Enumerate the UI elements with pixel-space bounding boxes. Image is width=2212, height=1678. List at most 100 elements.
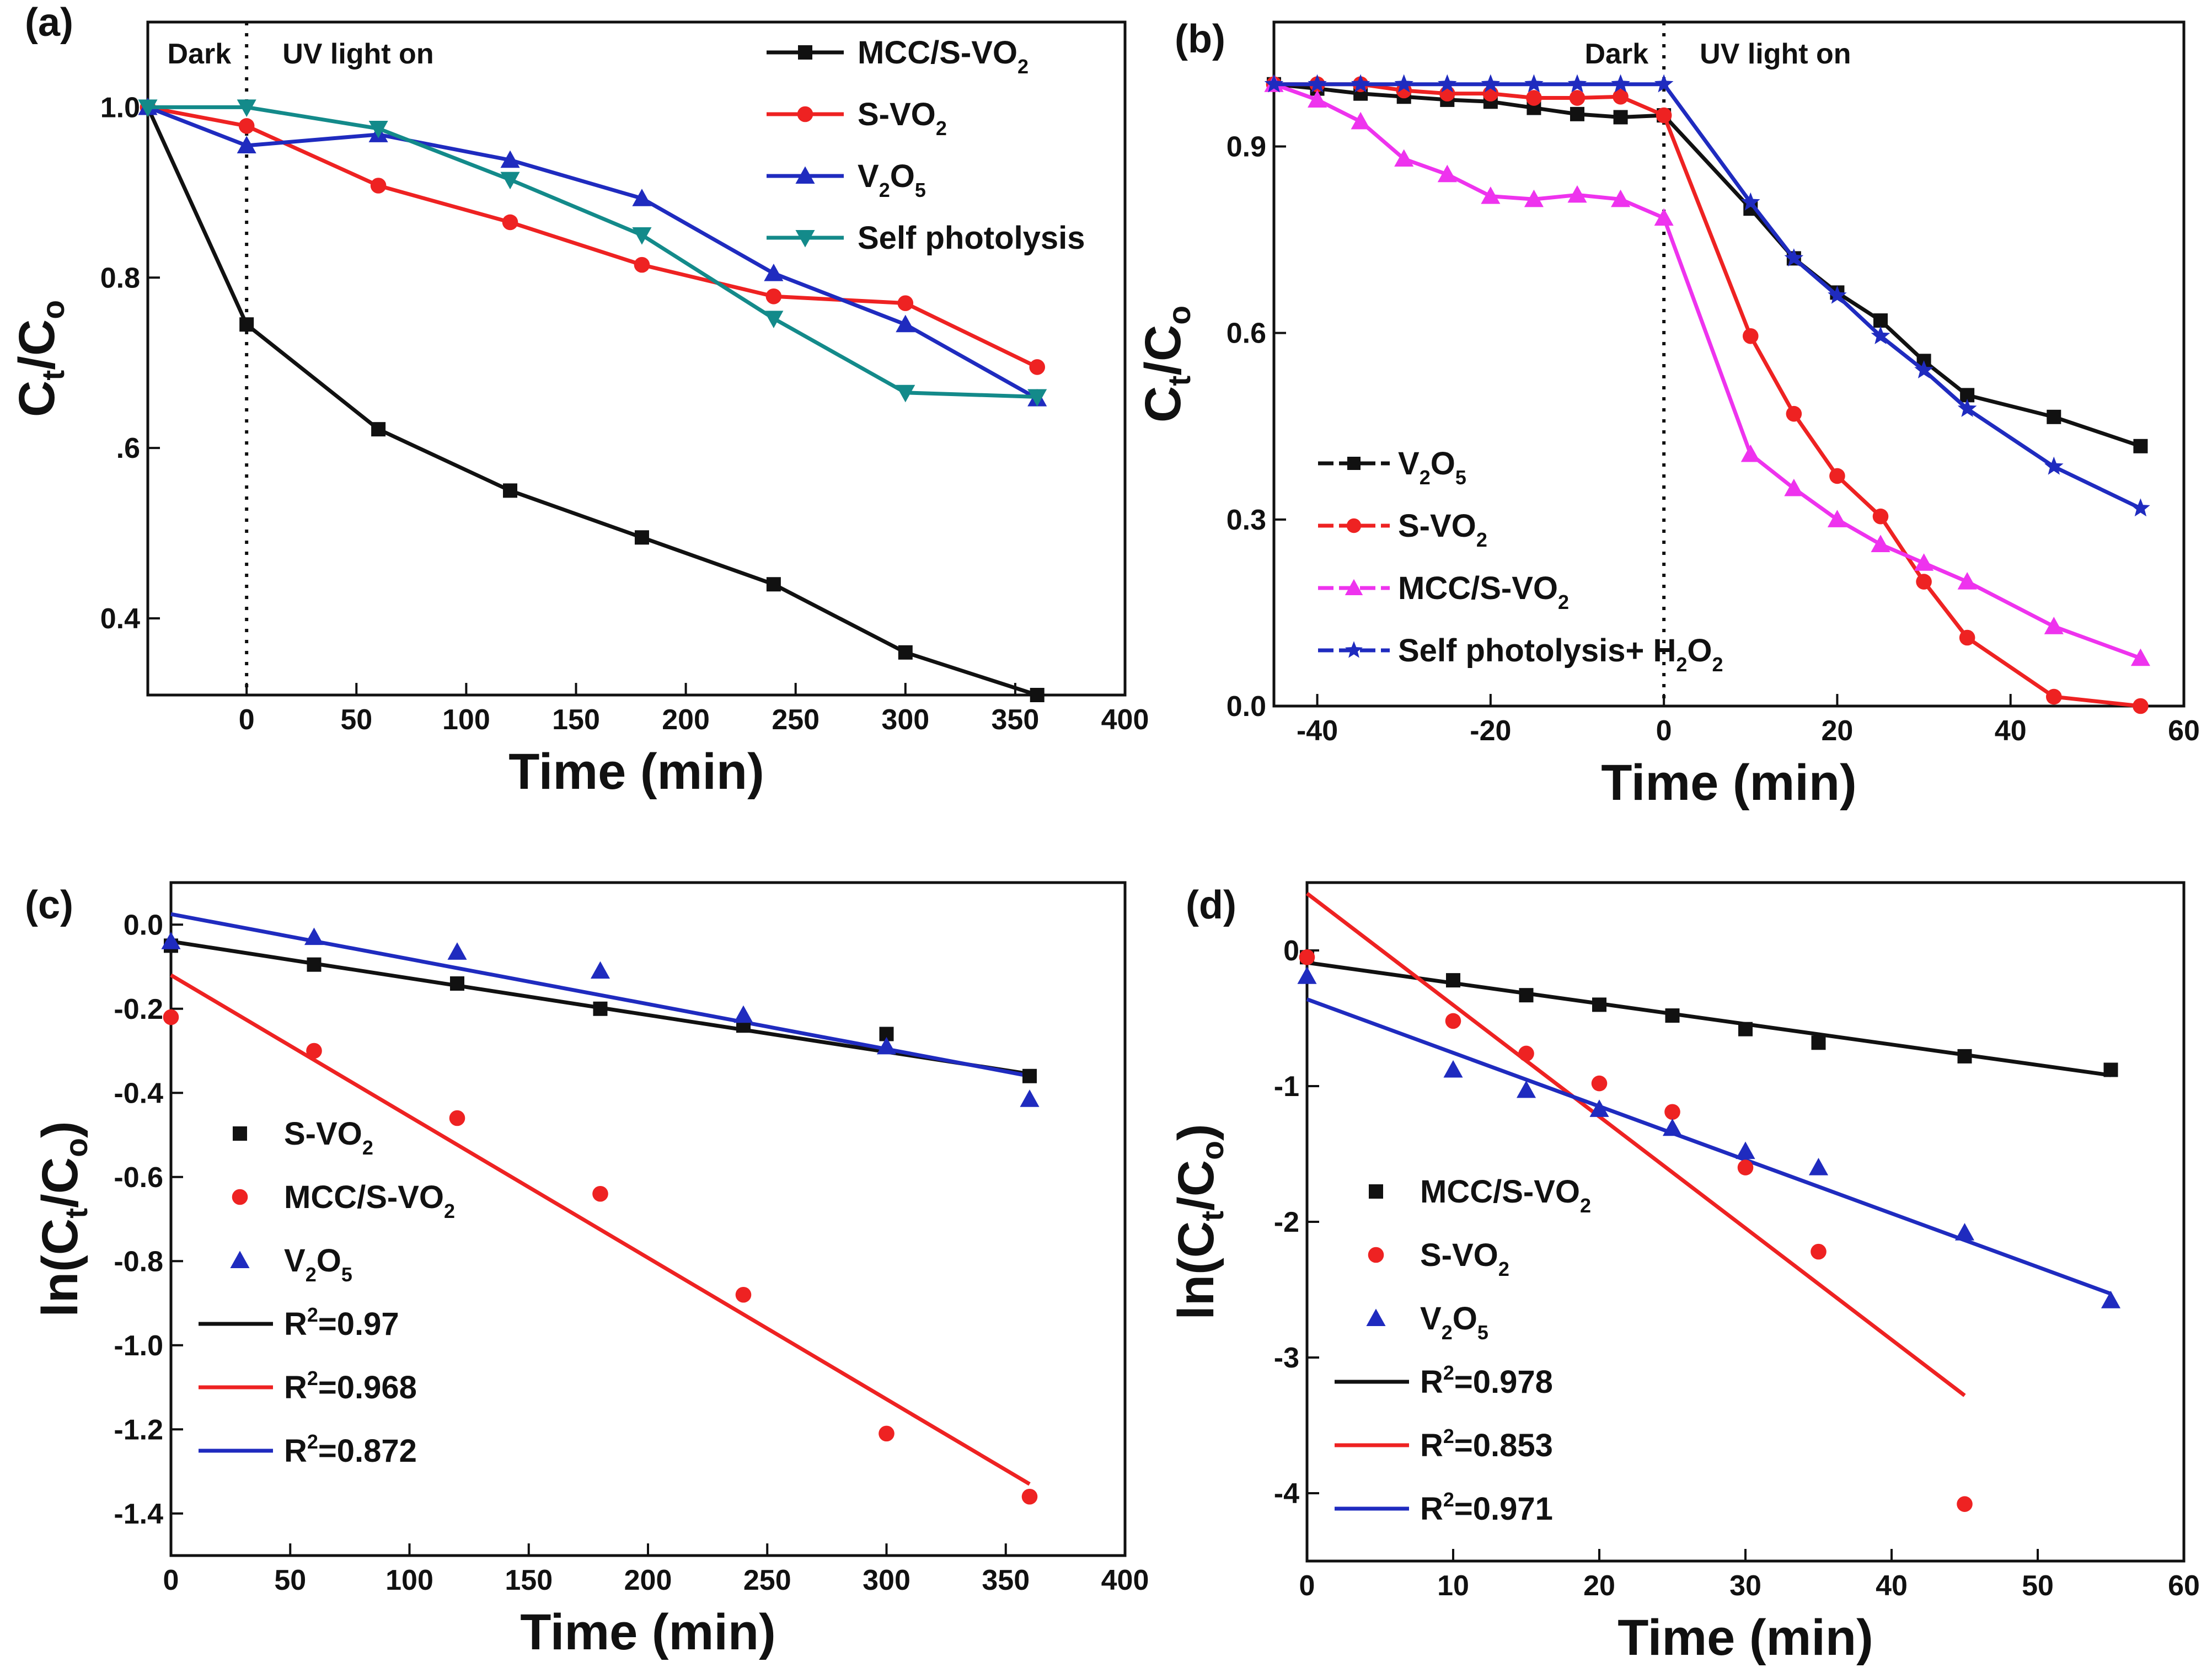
legend-label-part: Self photolysis+ H <box>1398 633 1676 669</box>
legend-label: S-VO2 <box>1398 508 1487 551</box>
data-point <box>1873 313 1888 328</box>
data-point <box>1742 328 1759 344</box>
legend-label-part: MCC/S-VO <box>1420 1174 1580 1210</box>
legend-fit-label-part: 2 <box>1443 1361 1454 1384</box>
legend-fit-label-part: R <box>284 1306 307 1342</box>
legend-fit-label-part: =0.968 <box>318 1370 417 1406</box>
data-point <box>592 1185 608 1202</box>
data-point <box>502 214 518 231</box>
y-tick-label: 0.9 <box>1226 131 1266 163</box>
y-axis-title: ln(Ct/Co) <box>32 1121 94 1317</box>
data-point <box>1591 1075 1608 1092</box>
legend-fit-label-part: =0.872 <box>318 1433 417 1469</box>
x-tick-label: 250 <box>743 1564 791 1596</box>
legend-fit-label-part: 2 <box>1443 1425 1454 1447</box>
legend-fit-label: R2=0.978 <box>1420 1361 1553 1400</box>
legend: S-VO2MCC/S-VO2V2O5R2=0.97R2=0.968R2=0.87… <box>199 1116 455 1469</box>
data-point <box>306 1043 322 1059</box>
data-point <box>450 976 464 991</box>
panel-label: (d) <box>1186 883 1236 927</box>
x-tick-label: -40 <box>1297 715 1338 747</box>
x-tick-label: 40 <box>1876 1570 1908 1602</box>
data-point <box>1654 208 1674 226</box>
series-line <box>1273 82 2141 448</box>
data-point <box>1481 186 1501 204</box>
y-tick-label: -3 <box>1274 1342 1299 1374</box>
legend-label-part: V <box>1420 1301 1442 1337</box>
data-point <box>1656 107 1672 124</box>
legend-fit-label-part: =0.853 <box>1454 1428 1553 1463</box>
legend-label: V2O5 <box>1420 1301 1488 1344</box>
y-tick-label: 0.3 <box>1226 504 1266 536</box>
legend-label: S-VO2 <box>1420 1237 1509 1280</box>
data-point <box>733 1005 753 1023</box>
data-point <box>237 99 256 117</box>
legend-label-part: 5 <box>1455 466 1466 489</box>
data-point <box>1740 192 1760 211</box>
data-point <box>503 483 518 498</box>
y-axis-title-group: ln(Ct/Co) <box>32 1121 94 1317</box>
y-tick-label: 0.0 <box>124 909 163 941</box>
y-axis-title-part: t <box>1195 1211 1230 1221</box>
data-point <box>1526 90 1542 106</box>
x-axis-title: Time (min) <box>520 1604 775 1660</box>
legend-label-part: S-VO <box>1398 508 1476 544</box>
legend-fit-label-part: =0.978 <box>1454 1364 1553 1400</box>
legend-label-part: Self photolysis <box>858 220 1085 256</box>
legend-marker <box>798 45 812 60</box>
data-point <box>307 957 322 972</box>
series-3 <box>138 97 1047 407</box>
data-point <box>1437 74 1457 93</box>
data-point <box>1957 1496 1973 1512</box>
legend-label-part: S-VO <box>858 97 936 132</box>
legend-fit-label-part: 2 <box>307 1430 318 1453</box>
legend-label-part: 2 <box>362 1136 373 1159</box>
x-tick-label: 300 <box>863 1564 910 1596</box>
data-point <box>1654 74 1674 93</box>
x-axis-title: Time (min) <box>508 744 764 800</box>
legend-marker <box>230 1251 250 1269</box>
plot-frame <box>146 20 1127 697</box>
legend-fit-label-part: 2 <box>307 1303 318 1326</box>
legend-marker <box>1366 1308 1386 1327</box>
x-tick-label: 50 <box>340 704 372 736</box>
y-tick-label: 1.0 <box>100 92 140 124</box>
x-tick-label: 50 <box>2022 1570 2054 1602</box>
y-tick-label: .6 <box>116 432 140 464</box>
y-tick-label: -1.0 <box>114 1330 163 1362</box>
x-tick-label: 50 <box>274 1564 306 1596</box>
data-point <box>304 927 324 945</box>
y-axis-title: Ct/Co <box>1135 306 1197 423</box>
data-point <box>1808 1158 1829 1175</box>
data-point <box>1786 405 1802 422</box>
region-label-dark: Dark <box>1585 38 1649 70</box>
chart-panel-a: (a) 0 50 100 150 200 250 300 350 400 0.4 .6 0.8 1.0 Ti… <box>9 1 1149 800</box>
fit-line-2 <box>1305 891 1966 1397</box>
panels-group: (a)0 50 100 150 200 250 300 350 4000.4.60.81.0Ti… <box>9 1 2200 1666</box>
data-point <box>735 1286 752 1303</box>
x-tick-label: 200 <box>662 704 710 736</box>
data-point <box>2101 1291 2121 1308</box>
legend-fit-label-part: R <box>1420 1491 1443 1527</box>
chart-panel-d: (d) 0 10 20 30 40 50 60 -4 -3 -2 -1 0 Time (min) ln(Ct… <box>1168 881 2200 1666</box>
y-axis-title-part: C <box>9 381 65 417</box>
data-point <box>370 178 387 194</box>
legend-label-part: 2 <box>444 1200 455 1222</box>
data-point <box>1736 1141 1755 1159</box>
legend-label-part: 2 <box>1558 591 1569 613</box>
data-point <box>876 1036 897 1055</box>
legend-label-part: V <box>1398 446 1420 482</box>
series-3 <box>1297 966 2121 1308</box>
data-point <box>590 961 610 979</box>
series-line <box>1273 82 2141 660</box>
legend-fit-label-part: =0.971 <box>1454 1491 1553 1527</box>
x-tick-label: 100 <box>442 704 490 736</box>
y-axis-title-part: ln(C <box>1168 1221 1224 1320</box>
data-point <box>1297 966 1317 984</box>
legend-fit-label-part: 2 <box>307 1367 318 1390</box>
panel-label: (a) <box>25 1 73 45</box>
legend-label: Self photolysis <box>858 220 1085 256</box>
plot-frame <box>1272 20 2186 708</box>
data-point <box>2130 648 2150 666</box>
